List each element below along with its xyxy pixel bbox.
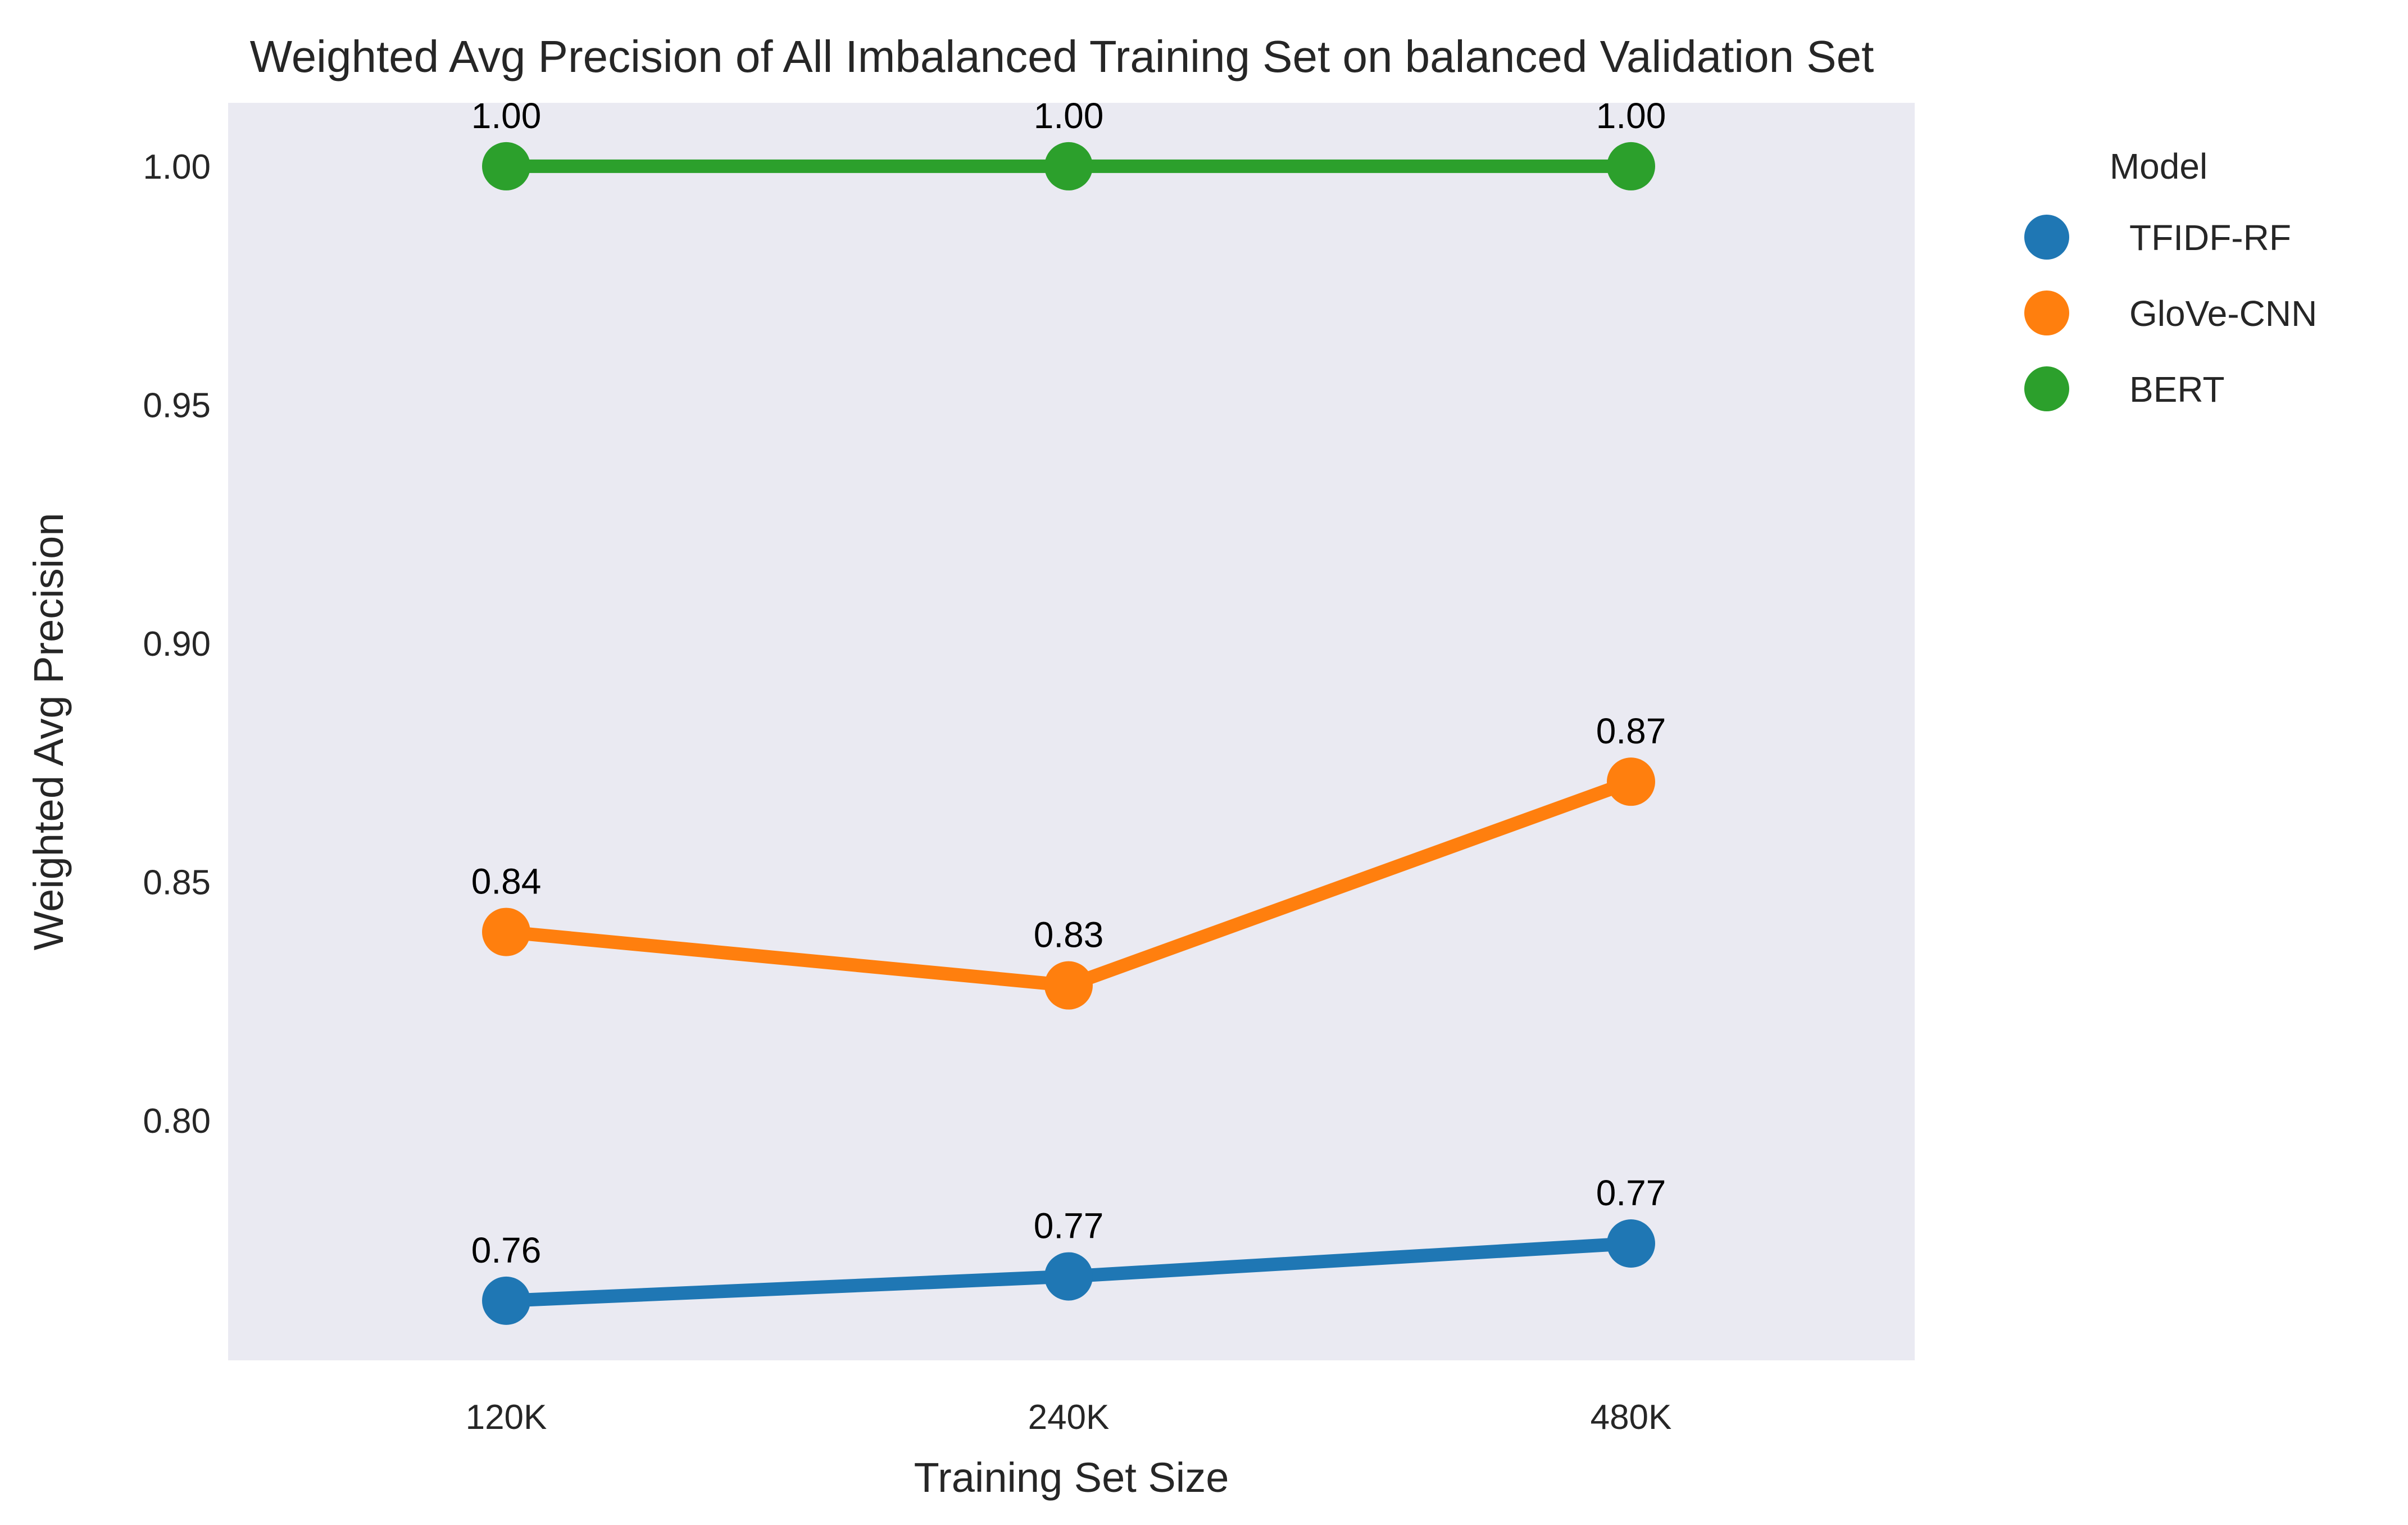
legend-marker-bert	[2024, 366, 2069, 411]
data-point-bert	[1607, 142, 1655, 190]
data-label-bert: 1.00	[1596, 96, 1666, 136]
legend-marker-tfidf-rf	[2024, 215, 2069, 260]
data-point-glove-cnn	[1044, 961, 1093, 1010]
data-point-tfidf-rf	[482, 1276, 530, 1325]
y-tick-label: 1.00	[143, 148, 211, 187]
data-label-tfidf-rf: 0.77	[1034, 1206, 1104, 1246]
legend-label-tfidf-rf: TFIDF-RF	[2129, 217, 2291, 258]
chart-title: Weighted Avg Precision of All Imbalanced…	[250, 31, 1874, 81]
y-tick-label: 0.85	[143, 863, 211, 902]
legend-label-bert: BERT	[2129, 369, 2225, 410]
x-axis-label: Training Set Size	[914, 1454, 1229, 1501]
data-point-tfidf-rf	[1044, 1252, 1093, 1301]
legend-marker-glove-cnn	[2024, 291, 2069, 335]
data-point-tfidf-rf	[1607, 1219, 1655, 1268]
legend: Model TFIDF-RF GloVe-CNN BERT	[2024, 146, 2317, 411]
y-tick-label: 0.95	[143, 386, 211, 425]
plot-area	[228, 103, 1915, 1360]
data-point-bert	[482, 142, 530, 190]
series-layer	[482, 142, 1655, 1325]
x-axis-ticks: 120K 240K 480K	[466, 1398, 1672, 1437]
y-tick-label: 0.80	[143, 1102, 211, 1141]
x-tick-label: 480K	[1591, 1398, 1672, 1437]
x-tick-label: 240K	[1028, 1398, 1110, 1437]
legend-label-glove-cnn: GloVe-CNN	[2129, 293, 2317, 334]
y-axis-ticks: 0.80 0.85 0.90 0.95 1.00	[143, 148, 211, 1141]
data-label-tfidf-rf: 0.76	[471, 1230, 542, 1270]
data-label-glove-cnn: 0.83	[1034, 915, 1104, 955]
y-axis-label: Weighted Avg Precision	[25, 513, 72, 951]
x-tick-label: 120K	[466, 1398, 547, 1437]
data-label-glove-cnn: 0.84	[471, 861, 542, 902]
data-label-bert: 1.00	[1034, 96, 1104, 136]
data-point-bert	[1044, 142, 1093, 190]
data-point-glove-cnn	[482, 907, 530, 956]
data-labels: 0.76 0.77 0.77 0.84 0.83 0.87 1.00 1.00 1.00	[471, 96, 1666, 1270]
data-label-bert: 1.00	[471, 96, 542, 136]
data-label-glove-cnn: 0.87	[1596, 711, 1666, 751]
legend-title: Model	[2110, 146, 2207, 187]
y-tick-label: 0.90	[143, 625, 211, 664]
data-label-tfidf-rf: 0.77	[1596, 1173, 1666, 1213]
data-point-glove-cnn	[1607, 757, 1655, 806]
